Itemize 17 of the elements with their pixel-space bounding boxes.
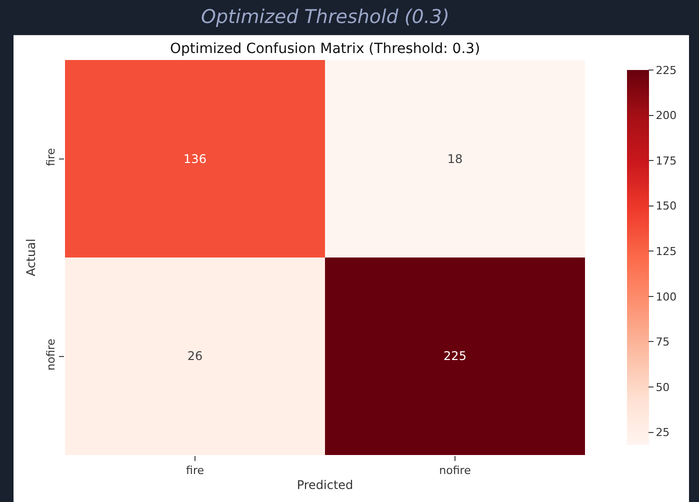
data-label: 26 <box>187 349 203 364</box>
color-bar-label: 150 <box>656 200 677 213</box>
color-bar-label: 25 <box>656 426 670 440</box>
color-bar-label: 100 <box>656 290 677 304</box>
chart-title: Optimized Confusion Matrix (Threshold: 0.3) <box>170 40 480 57</box>
color-bar-label: 50 <box>656 380 670 394</box>
x-axis-title: Predicted <box>296 478 354 492</box>
data-label: 18 <box>447 152 463 166</box>
color-bar-label: 75 <box>656 336 670 349</box>
color-bar-label: 225 <box>656 64 677 77</box>
chart-subtitle: Optimized Threshold (0.3) <box>201 6 450 28</box>
color-bar-label: 200 <box>656 109 677 122</box>
color-bar-label: 175 <box>656 154 677 168</box>
y-axis-title: Actual <box>24 238 38 276</box>
color-bar-label: 125 <box>656 245 677 258</box>
data-label: 136 <box>184 152 206 166</box>
data-label: 225 <box>444 349 466 364</box>
